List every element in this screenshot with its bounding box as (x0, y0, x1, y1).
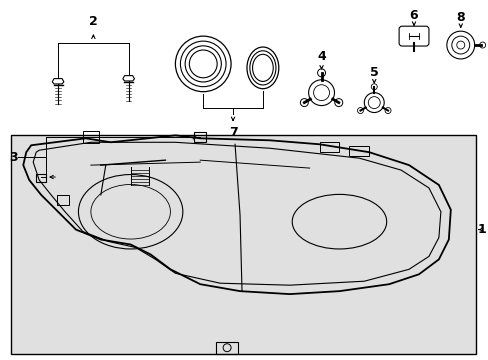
Bar (36, 174, 46, 182)
Text: 2: 2 (89, 15, 98, 28)
Text: 3: 3 (9, 151, 18, 164)
Bar (57, 195, 69, 205)
Text: 4: 4 (317, 50, 325, 63)
Text: 7: 7 (228, 126, 237, 139)
Text: 8: 8 (455, 11, 464, 24)
Bar (319, 142, 339, 152)
Bar (349, 146, 368, 156)
Bar (11, 135, 475, 354)
Bar (83, 131, 99, 143)
Bar (194, 132, 206, 142)
Bar (216, 342, 238, 354)
Text: 5: 5 (369, 66, 378, 79)
Text: 1: 1 (476, 223, 485, 236)
Text: 6: 6 (409, 9, 418, 22)
